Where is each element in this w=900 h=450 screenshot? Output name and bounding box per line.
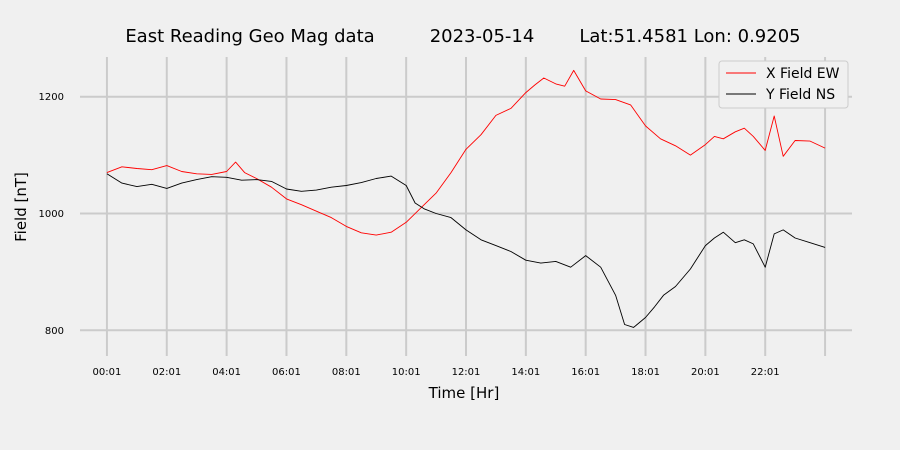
legend: X Field EW Y Field NS — [718, 60, 849, 109]
y-tick-label: 1200 — [39, 92, 64, 103]
x-tick-label: 16:01 — [571, 367, 600, 378]
grid — [80, 57, 852, 356]
series-lines — [106, 69, 826, 328]
x-tick-labels: 00:01 02:01 04:01 06:01 08:01 10:01 12:01 14:01… — [93, 367, 780, 378]
x-tick-label: 12:01 — [452, 367, 481, 378]
x-tick-label: 22:01 — [751, 367, 780, 378]
x-tick-label: 14:01 — [511, 367, 540, 378]
x-axis-label: Time [Hr] — [428, 384, 500, 402]
x-tick-label: 08:01 — [332, 367, 361, 378]
series-line-x-field — [106, 69, 826, 236]
chart-title: East Reading Geo Mag data 2023-05-14 Lat… — [125, 26, 800, 47]
x-tick-label: 06:01 — [272, 367, 301, 378]
title-station: East Reading Geo Mag data — [125, 26, 374, 47]
y-tick-label: 800 — [45, 326, 64, 337]
title-location: Lat:51.4581 Lon: 0.9205 — [579, 26, 800, 47]
x-tick-label: 00:01 — [93, 367, 122, 378]
x-tick-label: 10:01 — [392, 367, 421, 378]
series-line-y-field — [106, 173, 826, 328]
x-tick-label: 20:01 — [691, 367, 720, 378]
x-tick-label: 02:01 — [152, 367, 181, 378]
y-tick-labels: 800 1000 1200 — [39, 92, 64, 337]
legend-label-x-field: X Field EW — [766, 66, 840, 82]
y-tick-label: 1000 — [39, 209, 64, 220]
y-axis-label: Field [nT] — [12, 172, 30, 242]
x-tick-label: 18:01 — [631, 367, 660, 378]
title-date: 2023-05-14 — [430, 26, 535, 47]
x-tick-label: 04:01 — [212, 367, 241, 378]
legend-label-y-field: Y Field NS — [765, 87, 835, 103]
